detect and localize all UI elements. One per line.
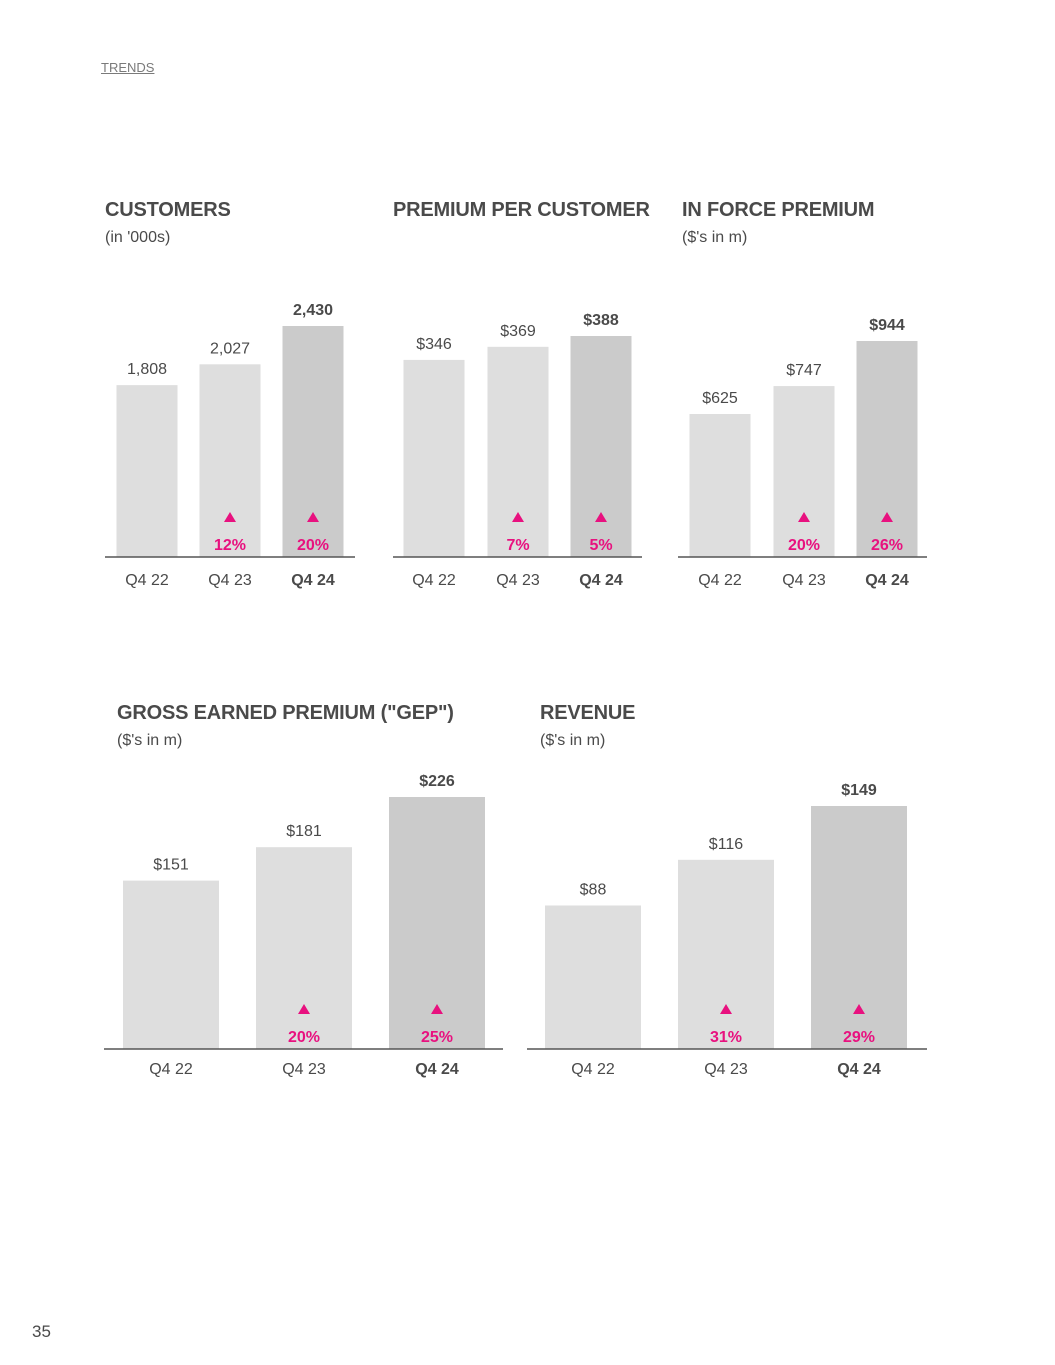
value-label: $226 — [419, 773, 455, 790]
category-label: Q4 23 — [282, 1061, 326, 1078]
value-label: $388 — [583, 312, 619, 329]
value-label: 1,808 — [127, 361, 167, 378]
chart-title: PREMIUM PER CUSTOMER — [393, 199, 650, 221]
bar — [773, 386, 835, 557]
growth-label: 5% — [589, 537, 612, 554]
value-label: $181 — [286, 823, 322, 840]
category-label: Q4 23 — [208, 572, 252, 589]
value-label: $88 — [580, 881, 607, 898]
chart-subtitle: (in '000s) — [105, 229, 171, 246]
category-label: Q4 23 — [496, 572, 540, 589]
category-label: Q4 22 — [571, 1061, 615, 1078]
growth-label: 31% — [710, 1029, 742, 1046]
chart-subtitle: ($'s in m) — [682, 229, 748, 246]
growth-up-arrow-icon — [720, 1004, 732, 1014]
bar — [545, 905, 641, 1049]
value-label: $944 — [869, 317, 905, 334]
growth-up-arrow-icon — [881, 512, 893, 522]
growth-label: 20% — [288, 1029, 320, 1046]
chart-title: IN FORCE PREMIUM — [682, 199, 875, 221]
growth-up-arrow-icon — [431, 1004, 443, 1014]
chart-subtitle: ($'s in m) — [117, 732, 183, 749]
bar — [123, 880, 219, 1049]
growth-up-arrow-icon — [298, 1004, 310, 1014]
growth-label: 29% — [843, 1029, 875, 1046]
category-label: Q4 22 — [149, 1061, 193, 1078]
bar — [116, 385, 178, 557]
category-label: Q4 24 — [291, 572, 335, 589]
chart-title: CUSTOMERS — [105, 199, 231, 221]
growth-label: 25% — [421, 1029, 453, 1046]
growth-label: 12% — [214, 537, 246, 554]
growth-up-arrow-icon — [595, 512, 607, 522]
growth-up-arrow-icon — [798, 512, 810, 522]
category-label: Q4 23 — [704, 1061, 748, 1078]
chart-title: GROSS EARNED PREMIUM ("GEP") — [117, 702, 454, 724]
page-number: 35 — [32, 1322, 51, 1341]
value-label: $116 — [709, 836, 744, 853]
value-label: $149 — [841, 782, 877, 799]
trends-link[interactable]: TRENDS — [101, 60, 155, 75]
category-label: Q4 22 — [125, 572, 169, 589]
value-label: $151 — [153, 857, 189, 874]
category-label: Q4 23 — [782, 572, 826, 589]
bar — [256, 847, 352, 1049]
value-label: $625 — [702, 390, 738, 407]
bar — [678, 859, 774, 1049]
value-label: 2,027 — [210, 340, 250, 357]
category-label: Q4 24 — [865, 572, 909, 589]
growth-up-arrow-icon — [224, 512, 236, 522]
bar — [199, 364, 261, 557]
growth-label: 7% — [506, 537, 529, 554]
category-label: Q4 24 — [415, 1061, 459, 1078]
growth-up-arrow-icon — [512, 512, 524, 522]
growth-label: 20% — [297, 537, 329, 554]
category-label: Q4 22 — [412, 572, 456, 589]
value-label: $747 — [786, 362, 822, 379]
growth-up-arrow-icon — [853, 1004, 865, 1014]
bar — [689, 413, 751, 557]
growth-label: 26% — [871, 537, 903, 554]
value-label: $369 — [500, 323, 536, 340]
value-label: 2,430 — [293, 302, 333, 319]
bar — [403, 359, 465, 557]
chart-title: REVENUE — [540, 702, 636, 724]
category-label: Q4 24 — [579, 572, 623, 589]
chart-subtitle: ($'s in m) — [540, 732, 606, 749]
growth-up-arrow-icon — [307, 512, 319, 522]
category-label: Q4 22 — [698, 572, 742, 589]
value-label: $346 — [416, 336, 452, 353]
growth-label: 20% — [788, 537, 820, 554]
category-label: Q4 24 — [837, 1061, 881, 1078]
